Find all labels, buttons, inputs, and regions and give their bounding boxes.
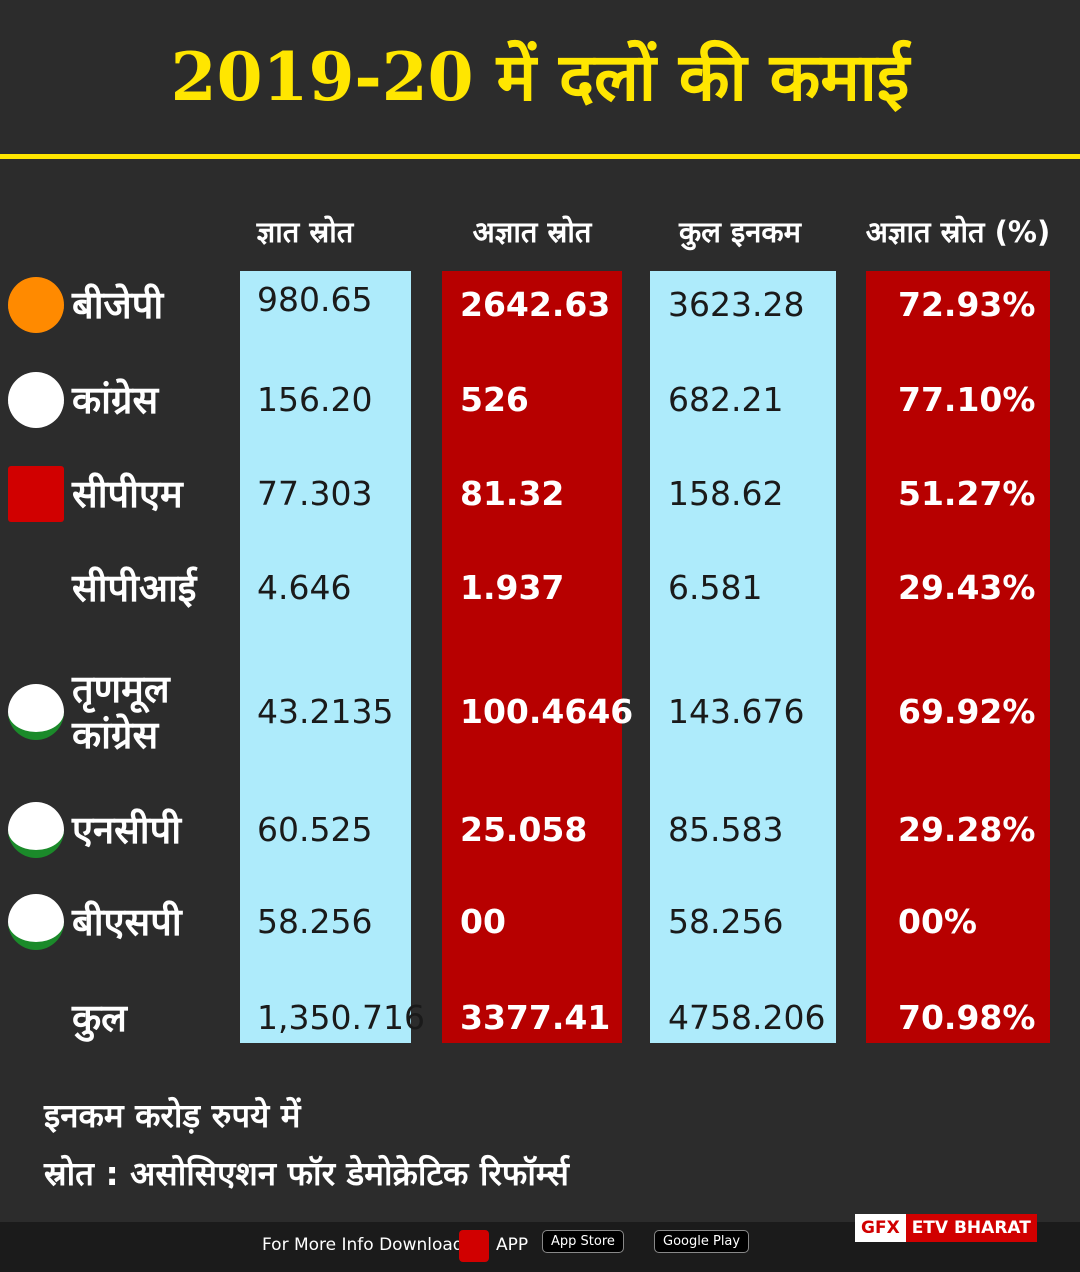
column-bg: [650, 271, 836, 1043]
table-cell: 70.98%: [898, 998, 1036, 1037]
party-name: सीपीआई: [72, 566, 197, 610]
table-cell: 1.937: [460, 568, 565, 607]
table-cell: 58.256: [668, 902, 784, 941]
table-cell: 4.646: [257, 568, 352, 607]
brand-gfx: GFX: [861, 1218, 900, 1238]
table-cell: 25.058: [460, 810, 588, 849]
footer-bar: For More Info Download APP App Store Goo…: [0, 1222, 1080, 1272]
party-name: कुल: [72, 996, 127, 1040]
column-header: अज्ञात स्रोत (%): [865, 215, 1051, 249]
table-cell: 60.525: [257, 810, 373, 849]
column-bg: [442, 271, 622, 1043]
table-cell: 81.32: [460, 474, 565, 513]
note: इनकम करोड़ रुपये में: [44, 1096, 301, 1135]
party-icon: [8, 372, 64, 428]
table-cell: 77.10%: [898, 380, 1036, 419]
table-cell: 156.20: [257, 380, 373, 419]
table-cell: 77.303: [257, 474, 373, 513]
footer-text: APP: [496, 1235, 529, 1255]
party-name: बीजेपी: [72, 283, 164, 327]
column-header: ज्ञात स्रोत: [256, 215, 354, 249]
note: स्रोत : असोसिएशन फॉर डेमोक्रेटिक रिफॉर्म…: [44, 1154, 569, 1193]
table-cell: 00: [460, 902, 506, 941]
column-bg: [240, 271, 411, 1043]
app-icon: [459, 1230, 489, 1262]
column-header: कुल इनकम: [679, 215, 801, 249]
party-name: तृणमूल कांग्रेस: [72, 667, 170, 757]
table-cell: 51.27%: [898, 474, 1036, 513]
party-icon: [10, 570, 58, 606]
party-icon: [8, 466, 64, 522]
table-cell: 143.676: [668, 692, 805, 731]
column-bg: [866, 271, 1050, 1043]
store-badge[interactable]: Google Play: [654, 1230, 750, 1253]
column-header: अज्ञात स्रोत: [472, 215, 592, 249]
table-cell: 682.21: [668, 380, 784, 419]
title: 2019-20 में दलों की कमाई: [170, 38, 910, 116]
table-cell: 4758.206: [668, 998, 826, 1037]
table-cell: 3377.41: [460, 998, 611, 1037]
brand-name: ETV BHARAT: [905, 1214, 1037, 1242]
table-cell: 980.65: [257, 280, 373, 319]
table-cell: 100.4646: [460, 692, 634, 731]
table-cell: 3623.28: [668, 285, 805, 324]
table-cell: 1,350.716: [257, 998, 425, 1037]
table-cell: 2642.63: [460, 285, 611, 324]
table-cell: 43.2135: [257, 692, 394, 731]
party-icon: [8, 802, 64, 858]
party-name: सीपीएम: [72, 472, 183, 516]
table-cell: 58.256: [257, 902, 373, 941]
party-name: एनसीपी: [72, 808, 182, 852]
table-cell: 69.92%: [898, 692, 1036, 731]
divider: [0, 154, 1080, 159]
table-cell: 29.28%: [898, 810, 1036, 849]
table-cell: 158.62: [668, 474, 784, 513]
table-cell: 526: [460, 380, 529, 419]
table-cell: 72.93%: [898, 285, 1036, 324]
table-cell: 85.583: [668, 810, 784, 849]
footer-text: For More Info Download: [262, 1235, 464, 1255]
brand: GFX ETV BHARAT: [855, 1214, 1037, 1242]
table-cell: 29.43%: [898, 568, 1036, 607]
party-icon: [8, 277, 64, 333]
table-cell: 00%: [898, 902, 977, 941]
party-icon: [8, 684, 64, 740]
store-badge[interactable]: App Store: [542, 1230, 624, 1253]
party-icon: [8, 894, 64, 950]
party-name: बीएसपी: [72, 900, 182, 944]
party-name: कांग्रेस: [72, 378, 159, 422]
table-cell: 6.581: [668, 568, 763, 607]
